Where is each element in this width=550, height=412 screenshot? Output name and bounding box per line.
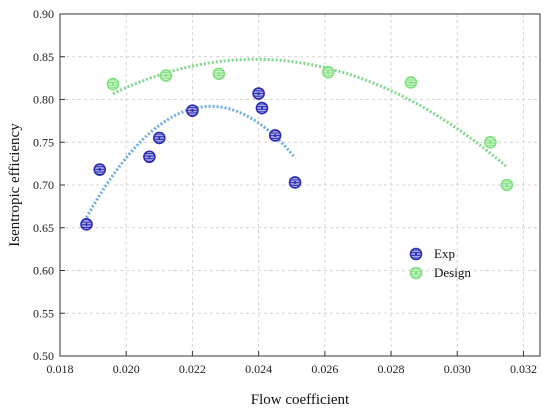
data-point-exp (143, 150, 156, 164)
y-tick-label: 0.80 (33, 93, 54, 107)
legend-marker-exp (409, 247, 423, 261)
x-axis-title: Flow coefficient (251, 392, 350, 408)
data-point-exp (268, 129, 282, 142)
y-axis-title: Isentropic efficiency (7, 123, 23, 247)
y-tick-label: 0.65 (33, 221, 54, 235)
data-point-design (159, 69, 173, 82)
y-tick-label: 0.55 (33, 306, 54, 320)
data-point-exp (252, 87, 265, 100)
y-tick-label: 0.75 (33, 135, 54, 149)
data-point-exp (93, 163, 107, 176)
axis-ticks: 0.018 0.020 0.022 0.024 0.026 0.028 0.030 0.032… (33, 7, 537, 376)
x-tick-label: 0.030 (444, 362, 471, 376)
data-point-exp (153, 131, 166, 145)
data-point-design (106, 77, 120, 91)
fit-curve-exp (85, 104, 297, 219)
fit-curves (85, 57, 508, 219)
data-point-exp (255, 101, 269, 115)
y-tick-label: 0.60 (33, 264, 54, 278)
y-tick-label: 0.70 (33, 178, 54, 192)
y-tick-label: 0.90 (33, 7, 54, 21)
legend-label: Exp (434, 246, 455, 261)
data-point-exp (186, 104, 199, 117)
x-tick-label: 0.020 (113, 362, 140, 376)
legend-marker-design (409, 266, 423, 280)
x-tick-label: 0.024 (245, 362, 272, 376)
data-point-exp (80, 218, 93, 231)
data-point-design (404, 76, 418, 89)
data-point-design (212, 67, 226, 81)
data-points (80, 65, 514, 231)
legend: Exp Design (409, 246, 471, 280)
fit-curve-design (112, 57, 508, 169)
data-point-design (484, 135, 497, 149)
x-tick-label: 0.018 (47, 362, 74, 376)
legend-label: Design (434, 265, 471, 280)
data-point-design (500, 178, 514, 192)
x-tick-label: 0.028 (378, 362, 405, 376)
data-point-design (321, 65, 335, 79)
data-point-exp (288, 176, 302, 189)
y-tick-label: 0.85 (33, 50, 54, 64)
x-tick-label: 0.026 (311, 362, 338, 376)
x-tick-label: 0.032 (510, 362, 537, 376)
x-tick-label: 0.022 (179, 362, 206, 376)
y-tick-label: 0.50 (33, 349, 54, 363)
